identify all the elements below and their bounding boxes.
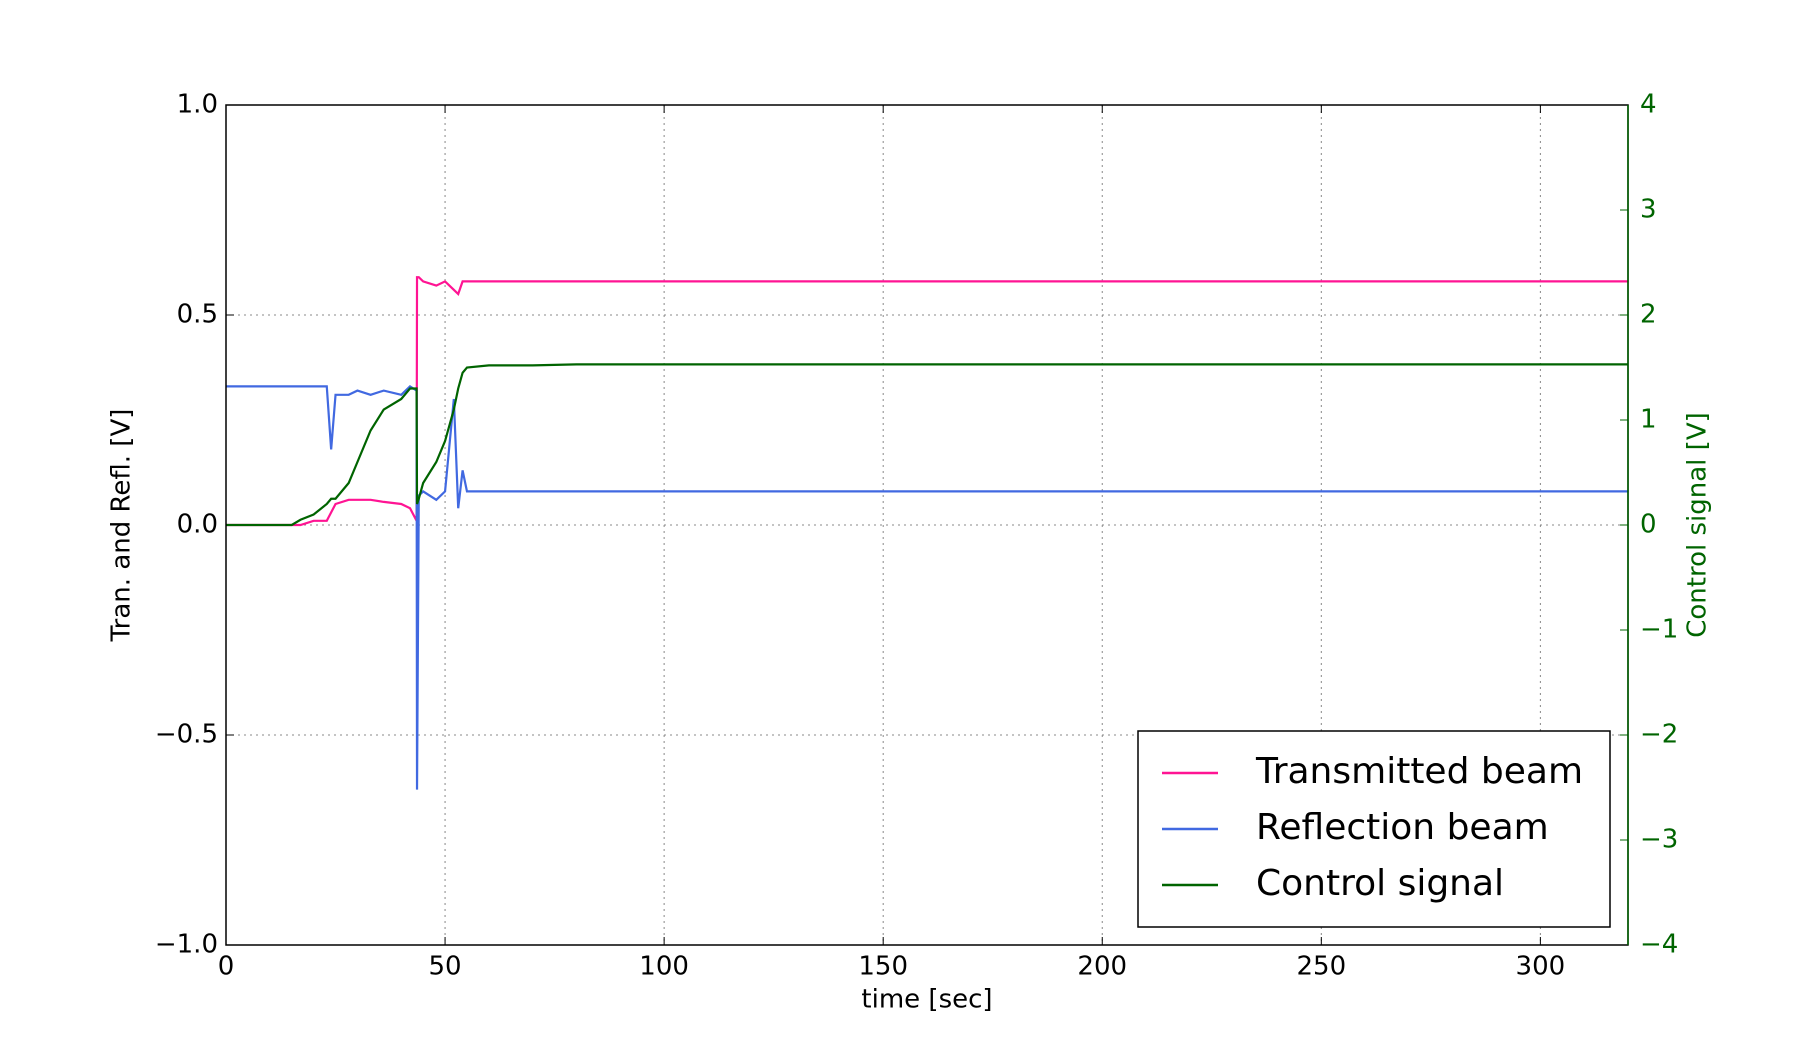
x-tick-label: 300 <box>1516 952 1566 982</box>
y2-axis-label: Control signal [V] <box>1683 412 1713 638</box>
legend-label: Transmitted beam <box>1255 751 1583 792</box>
data-line <box>226 385 1628 790</box>
y2-tick-label: 3 <box>1640 195 1657 225</box>
y-tick-label: −0.5 <box>155 720 218 750</box>
x-tick-label: 250 <box>1296 952 1346 982</box>
y2-tick-label: −1 <box>1640 615 1678 645</box>
y-tick-label: 0.5 <box>177 300 218 330</box>
x-tick-label: 50 <box>429 952 462 982</box>
legend-label: Reflection beam <box>1256 807 1549 848</box>
x-tick-label: 100 <box>639 952 689 982</box>
y-axis-label: Tran. and Refl. [V] <box>107 409 137 643</box>
data-line <box>226 276 1628 527</box>
y2-tick-label: −2 <box>1640 720 1678 750</box>
x-tick-label: 200 <box>1077 952 1127 982</box>
y2-tick-label: 1 <box>1640 405 1657 435</box>
y-tick-label: 0.0 <box>177 510 218 540</box>
y2-tick-label: 4 <box>1640 90 1657 120</box>
y2-tick-label: −3 <box>1640 825 1678 855</box>
y-tick-label: 1.0 <box>177 90 218 120</box>
y2-tick-label: 2 <box>1640 300 1657 330</box>
legend-label: Control signal <box>1256 863 1504 904</box>
x-tick-label: 0 <box>218 952 235 982</box>
x-tick-label: 150 <box>858 952 908 982</box>
y-tick-label: −1.0 <box>155 930 218 960</box>
y2-tick-label: 0 <box>1640 510 1657 540</box>
x-axis-label: time [sec] <box>861 985 992 1015</box>
y2-tick-label: −4 <box>1640 930 1678 960</box>
data-line <box>226 363 1628 527</box>
